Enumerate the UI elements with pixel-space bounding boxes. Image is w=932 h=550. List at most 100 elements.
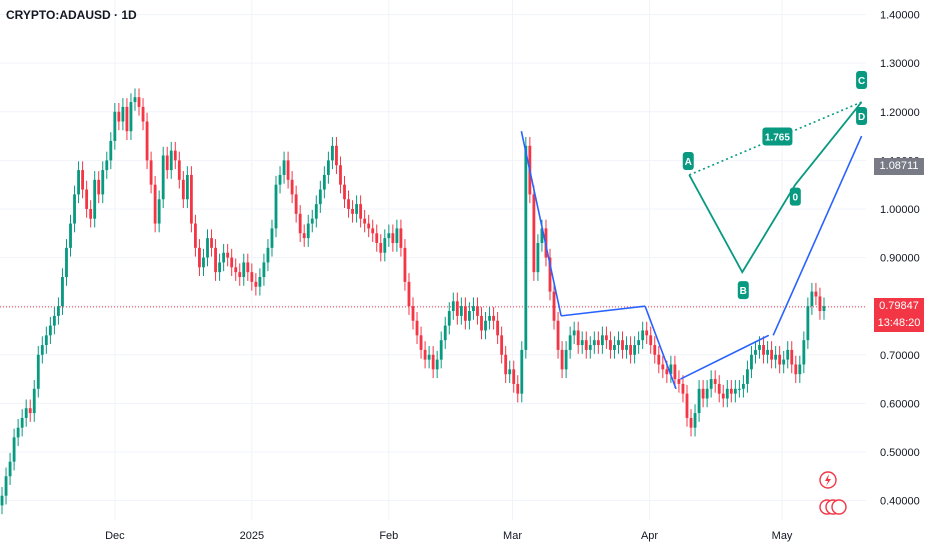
candle-body [44, 335, 48, 346]
xabcd-point-b[interactable]: B [737, 281, 749, 300]
candle [609, 331, 612, 359]
candle-body [713, 379, 717, 384]
xabcd-point-a[interactable]: A [682, 151, 694, 170]
candle-body [0, 495, 4, 506]
candle [754, 341, 757, 364]
xabcd-ratio-label[interactable]: 1.765 [762, 127, 793, 146]
candle [717, 375, 721, 403]
candle-body [173, 150, 177, 161]
flag-icon-3[interactable] [831, 499, 847, 515]
candle [318, 180, 322, 213]
symbol-title: CRYPTO:ADAUSD · 1D [6, 8, 137, 22]
candle [750, 346, 753, 379]
candle [335, 137, 338, 174]
candle [641, 321, 645, 349]
candle [709, 370, 713, 398]
candle [0, 486, 4, 515]
candle [512, 360, 516, 393]
candle [536, 234, 540, 281]
candle-body [492, 315, 495, 321]
candle [633, 336, 637, 364]
xabcd-ratio-line[interactable] [688, 101, 862, 176]
candle [649, 326, 653, 354]
candle [669, 355, 673, 383]
candle-body [109, 140, 113, 161]
candle-body [97, 179, 101, 195]
candle-body [28, 408, 32, 414]
xabcd-point-0[interactable]: 0 [789, 187, 801, 206]
candle [286, 151, 290, 189]
candle-body [600, 335, 604, 346]
candle-body [347, 199, 350, 209]
candle [73, 185, 76, 233]
candle [290, 171, 294, 204]
candle-body [32, 388, 36, 414]
candle [189, 166, 193, 233]
candle [415, 312, 419, 345]
candle [169, 141, 173, 179]
candle-body [645, 330, 649, 336]
trend-line[interactable] [644, 305, 677, 390]
trend-line[interactable] [772, 135, 863, 336]
candle-body [552, 291, 556, 321]
candle-body [218, 262, 222, 273]
candle [347, 190, 350, 218]
candle [270, 219, 274, 257]
candle [762, 336, 765, 364]
candle [689, 409, 693, 437]
candle-body [335, 145, 338, 166]
xabcd-point-b-text: B [740, 286, 747, 297]
side-icons[interactable] [819, 471, 847, 515]
candle-body [596, 340, 600, 346]
candle-body [8, 461, 12, 477]
candle-body [290, 179, 294, 195]
candle-body [206, 238, 209, 258]
xabcd-ratio-label-box [762, 127, 793, 146]
candle [65, 239, 68, 286]
candle [246, 253, 250, 281]
drawings[interactable]: A B 0 C D 1.765 [520, 71, 868, 390]
candle-body [326, 160, 330, 175]
candle-body [750, 354, 753, 370]
candle [129, 93, 133, 140]
candle [177, 151, 181, 189]
trend-line[interactable] [561, 305, 646, 317]
xabcd-point-c[interactable]: C [856, 71, 868, 90]
candle-body [222, 252, 226, 263]
time-tick-label: May [772, 530, 793, 542]
candle-body [351, 208, 354, 214]
candle-body [61, 277, 64, 307]
candle [770, 341, 774, 369]
price-tick-label: 0.60000 [880, 398, 920, 410]
time-axis[interactable]: Dec 2025 Feb Mar Apr May [105, 530, 793, 542]
candle-body [588, 345, 592, 350]
candle-body [576, 330, 580, 346]
candle [161, 146, 165, 208]
xabcd-point-d[interactable]: D [856, 107, 868, 126]
trend-line[interactable] [680, 334, 770, 380]
candle [306, 214, 310, 247]
trend-line[interactable] [520, 131, 562, 317]
candle-body [125, 106, 129, 132]
candle-body [286, 160, 290, 180]
candle-body [12, 437, 16, 462]
candle [806, 297, 810, 349]
candle [149, 151, 153, 194]
candle [459, 297, 463, 325]
candle [355, 195, 359, 223]
candle [645, 321, 649, 345]
price-axis[interactable]: 1.400001.300001.200001.100001.000000.900… [880, 10, 920, 508]
candle [198, 239, 201, 277]
candle-body [741, 383, 745, 389]
candle-body [721, 393, 725, 399]
candle [447, 302, 451, 335]
candle [206, 229, 209, 267]
candle [8, 452, 12, 486]
candle-body [431, 354, 435, 370]
candle-body [238, 272, 242, 278]
xabcd-pattern-path[interactable] [688, 101, 863, 274]
xabcd-point-0-box [789, 187, 801, 206]
candle-body [617, 340, 620, 346]
candle-body [637, 340, 641, 346]
